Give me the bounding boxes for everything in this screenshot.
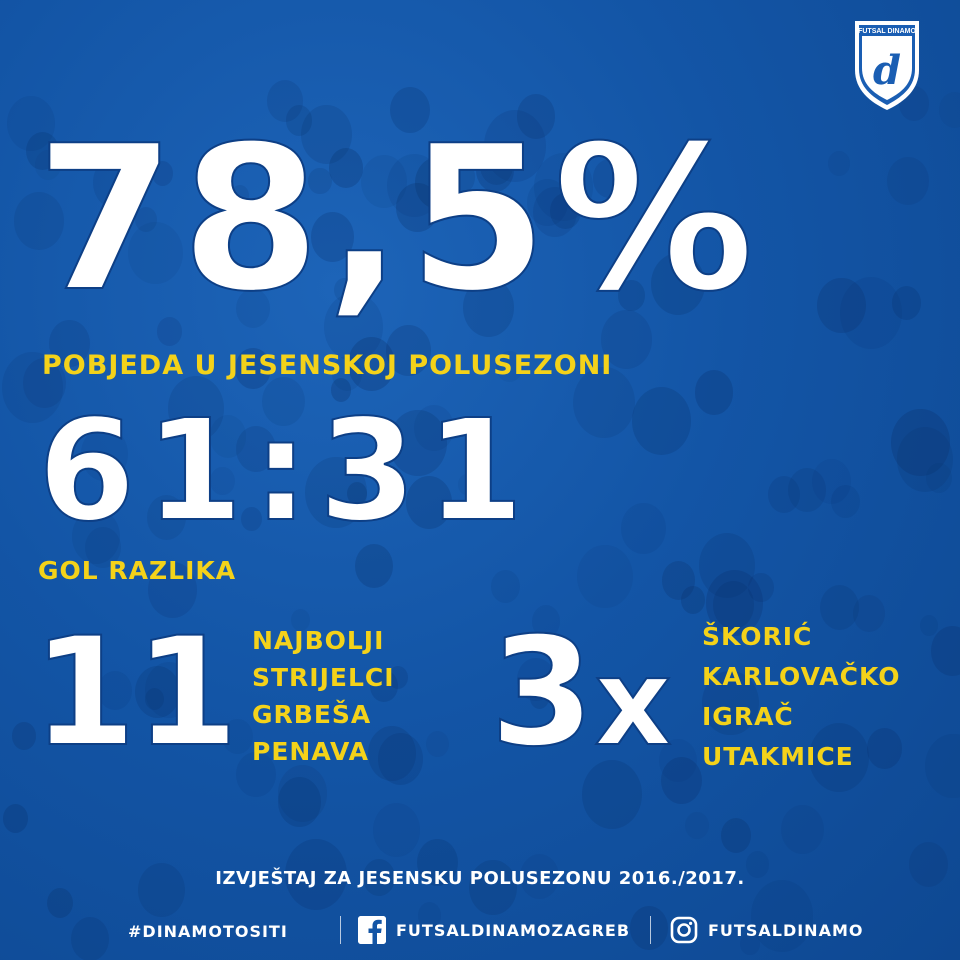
futsal-dinamo-logo: FUTSAL DINAMO d: [855, 21, 919, 110]
mvp-line: KARLOVAČKO: [702, 662, 901, 691]
crowd-blob: [577, 544, 633, 609]
crowd-blob: [788, 467, 827, 512]
goal-difference-label: GOL RAZLIKA: [38, 556, 237, 585]
top-scorers-line: GRBEŠA: [252, 700, 372, 729]
instagram-icon: [670, 916, 698, 944]
mvp-count-suffix: x: [593, 634, 672, 773]
win-percentage-label: POBJEDA U JESENSKOJ POLUSEZONI: [42, 350, 613, 381]
goal-difference-value: 61:31: [37, 390, 534, 553]
crowd-blob: [748, 572, 775, 603]
mvp-count-number: 3: [489, 606, 595, 780]
crowd-blob: [926, 463, 953, 493]
crowd-blob: [426, 731, 449, 758]
mvp-label: ŠKORIĆ KARLOVAČKO IGRAČ UTAKMICE: [702, 624, 900, 784]
crowd-blob: [698, 533, 755, 598]
facebook-handle: FUTSALDINAMOZAGREB: [396, 920, 631, 940]
crowd-blob: [925, 733, 960, 799]
footer-social-bar: #DINAMOTOSITI FUTSALDINAMOZAGREB FUTSALD…: [0, 914, 960, 946]
facebook-link[interactable]: FUTSALDINAMOZAGREB: [358, 916, 630, 944]
mvp-line: ŠKORIĆ: [702, 622, 813, 651]
crowd-blob: [631, 387, 691, 456]
crowd-blob: [2, 803, 29, 834]
crowd-blob: [621, 502, 667, 555]
crowd-blob: [891, 408, 950, 477]
footer-divider: [650, 916, 651, 944]
svg-text:d: d: [873, 47, 901, 94]
crowd-blob: [661, 560, 696, 600]
crowd-blob: [828, 151, 850, 177]
top-scorers-line: NAJBOLJI: [252, 626, 385, 655]
crowd-blob: [938, 92, 960, 129]
crowd-blob: [720, 818, 752, 854]
top-scorers-line: STRIJELCI: [252, 663, 395, 692]
report-caption: IZVJEŠTAJ ZA JESENSKU POLUSEZONU 2016./2…: [215, 868, 745, 889]
footer-divider: [340, 916, 341, 944]
crowd-blob: [919, 615, 938, 637]
win-percentage-value: 78,5%: [35, 103, 760, 336]
crowd-blob: [780, 805, 824, 855]
crowd-blob: [839, 276, 903, 349]
mvp-count-value: 3x: [489, 617, 673, 769]
mvp-line: UTAKMICE: [702, 742, 854, 771]
crowd-blob: [767, 475, 801, 513]
crowd-blob: [490, 569, 520, 604]
crowd-blob: [277, 776, 322, 827]
top-scorers-label: NAJBOLJI STRIJELCI GRBEŠA PENAVA: [252, 628, 395, 776]
facebook-icon: [358, 916, 386, 944]
instagram-handle: FUTSALDINAMO: [708, 920, 864, 940]
crowd-blob: [817, 277, 866, 334]
top-scorers-line: PENAVA: [252, 737, 369, 766]
crowd-blob: [684, 811, 709, 840]
svg-text:FUTSAL DINAMO: FUTSAL DINAMO: [858, 28, 916, 35]
crowd-blob: [886, 156, 929, 206]
instagram-link[interactable]: FUTSALDINAMO: [670, 916, 863, 944]
crowd-blob: [812, 459, 851, 504]
mvp-line: IGRAČ: [702, 702, 794, 731]
crowd-blob: [896, 427, 954, 493]
crowd-blob: [831, 484, 861, 519]
top-scorers-goals-value: 11: [31, 606, 240, 780]
crowd-blob: [891, 286, 921, 320]
crowd-blob: [694, 370, 734, 416]
hashtag[interactable]: #DINAMOTOSITI: [128, 922, 288, 941]
crowd-blob: [372, 803, 420, 858]
crowd-blob: [680, 585, 705, 614]
crowd-blob: [930, 626, 960, 676]
